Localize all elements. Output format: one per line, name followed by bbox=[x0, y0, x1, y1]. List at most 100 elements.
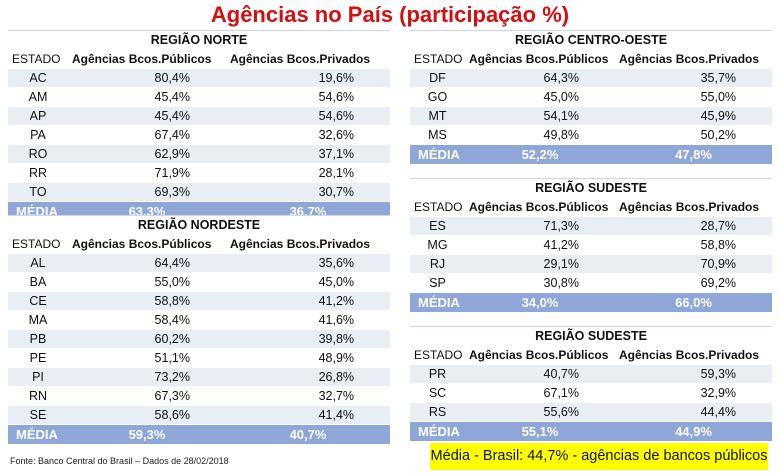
table-row: BA 55,0% 45,0% bbox=[8, 272, 391, 292]
table-row: MS 49,8% 50,2% bbox=[410, 125, 773, 145]
estado: MS bbox=[410, 125, 465, 145]
pct-privados: 39,8% bbox=[226, 329, 391, 349]
pct-publicos: 49,8% bbox=[465, 125, 615, 145]
pct-publicos: 73,2% bbox=[68, 367, 226, 387]
col-privados: Agências Bcos.Privados bbox=[230, 237, 371, 251]
region-header: REGIÃO NORDESTE bbox=[8, 215, 391, 235]
pct-privados: 70,9% bbox=[615, 254, 773, 274]
pct-publicos: 80,4% bbox=[68, 68, 226, 88]
col-publicos: Agências Bcos.Públicos bbox=[469, 348, 609, 362]
pct-privados: 59,3% bbox=[615, 364, 773, 384]
pct-privados: 44,4% bbox=[615, 402, 773, 422]
table-row: MA 58,4% 41,6% bbox=[8, 310, 391, 330]
pct-publicos: 45,0% bbox=[465, 87, 615, 107]
estado: PR bbox=[410, 364, 465, 384]
table-row: AP 45,4% 54,6% bbox=[8, 106, 391, 126]
pct-publicos: 58,6% bbox=[68, 405, 226, 425]
estado: DF bbox=[410, 68, 465, 88]
estado: SE bbox=[8, 405, 68, 425]
col-estado: ESTADO bbox=[12, 52, 61, 66]
pct-publicos: 71,9% bbox=[68, 163, 226, 183]
col-estado: ESTADO bbox=[414, 348, 463, 362]
table-row: RO 62,9% 37,1% bbox=[8, 144, 391, 164]
column-header-row: ESTADO Agências Bcos.Públicos Agências B… bbox=[8, 50, 390, 69]
col-publicos: Agências Bcos.Públicos bbox=[72, 52, 212, 66]
table-row: PA 67,4% 32,6% bbox=[8, 125, 391, 145]
table-row: AL 64,4% 35,6% bbox=[8, 253, 391, 273]
pct-privados: 35,6% bbox=[226, 253, 391, 273]
table-row: PB 60,2% 39,8% bbox=[8, 329, 391, 349]
average-publicos: 55,1% bbox=[465, 421, 615, 441]
column-header-row: ESTADO Agências Bcos.Públicos Agências B… bbox=[410, 198, 772, 217]
pct-privados: 28,1% bbox=[226, 163, 391, 183]
estado: MT bbox=[410, 106, 465, 126]
region-header: REGIÃO SUDESTE bbox=[410, 326, 773, 346]
pct-privados: 26,8% bbox=[226, 367, 391, 387]
average-privados: 40,7% bbox=[226, 424, 391, 444]
estado: GO bbox=[410, 87, 465, 107]
estado: AP bbox=[8, 106, 68, 126]
estado: AC bbox=[8, 68, 68, 88]
table-row: MG 41,2% 58,8% bbox=[410, 235, 773, 255]
table-row: SE 58,6% 41,4% bbox=[8, 405, 391, 425]
estado: PE bbox=[8, 348, 68, 368]
estado: PA bbox=[8, 125, 68, 145]
pct-publicos: 51,1% bbox=[68, 348, 226, 368]
estado: RO bbox=[8, 144, 68, 164]
region-header: REGIÃO NORTE bbox=[8, 30, 391, 50]
estado: SC bbox=[410, 383, 465, 403]
estado: RS bbox=[410, 402, 465, 422]
region-title: REGIÃO NORTE bbox=[8, 30, 391, 50]
column-header-row: ESTADO Agências Bcos.Públicos Agências B… bbox=[410, 346, 772, 365]
col-publicos: Agências Bcos.Públicos bbox=[469, 52, 609, 66]
table-row: TO 69,3% 30,7% bbox=[8, 182, 391, 202]
average-privados: 47,8% bbox=[615, 144, 773, 164]
average-publicos: 34,0% bbox=[465, 292, 615, 312]
estado: PI bbox=[8, 367, 68, 387]
pct-publicos: 40,7% bbox=[465, 364, 615, 384]
average-row: MÉDIA 55,1% 44,9% bbox=[410, 421, 773, 441]
pct-privados: 54,6% bbox=[226, 106, 391, 126]
column-header-row: ESTADO Agências Bcos.Públicos Agências B… bbox=[8, 235, 390, 254]
pct-publicos: 55,0% bbox=[68, 272, 226, 292]
average-label: MÉDIA bbox=[410, 292, 465, 312]
table-regiao-sudeste: REGIÃO SUDESTE ESTADO Agências Bcos.Públ… bbox=[410, 178, 773, 312]
pct-privados: 32,6% bbox=[226, 125, 391, 145]
table-row: MT 54,1% 45,9% bbox=[410, 106, 773, 126]
pct-publicos: 58,4% bbox=[68, 310, 226, 330]
column-header-row: ESTADO Agências Bcos.Públicos Agências B… bbox=[410, 50, 772, 69]
pct-publicos: 29,1% bbox=[465, 254, 615, 274]
estado: RJ bbox=[410, 254, 465, 274]
pct-publicos: 64,3% bbox=[465, 68, 615, 88]
pct-privados: 37,1% bbox=[226, 144, 391, 164]
average-row: MÉDIA 34,0% 66,0% bbox=[410, 292, 773, 312]
pct-privados: 35,7% bbox=[615, 68, 773, 88]
table-row: SC 67,1% 32,9% bbox=[410, 383, 773, 403]
col-publicos: Agências Bcos.Públicos bbox=[469, 200, 609, 214]
source-note: Fonte: Banco Central do Brasil – Dados d… bbox=[10, 456, 229, 466]
col-privados: Agências Bcos.Privados bbox=[619, 348, 760, 362]
table-row: RS 55,6% 44,4% bbox=[410, 402, 773, 422]
pct-privados: 41,2% bbox=[226, 291, 391, 311]
table-row: PE 51,1% 48,9% bbox=[8, 348, 391, 368]
table-row: PI 73,2% 26,8% bbox=[8, 367, 391, 387]
average-privados: 44,9% bbox=[615, 421, 773, 441]
region-title: REGIÃO SUDESTE bbox=[410, 326, 773, 346]
pct-privados: 28,7% bbox=[615, 216, 773, 236]
pct-publicos: 67,3% bbox=[68, 386, 226, 406]
pct-privados: 30,7% bbox=[226, 182, 391, 202]
region-header: REGIÃO SUDESTE bbox=[410, 178, 773, 198]
table-row: RR 71,9% 28,1% bbox=[8, 163, 391, 183]
pct-privados: 41,6% bbox=[226, 310, 391, 330]
table-row: ES 71,3% 28,7% bbox=[410, 216, 773, 236]
pct-publicos: 30,8% bbox=[465, 273, 615, 293]
col-publicos: Agências Bcos.Públicos bbox=[72, 237, 212, 251]
average-publicos: 52,2% bbox=[465, 144, 615, 164]
estado: MA bbox=[8, 310, 68, 330]
average-label: MÉDIA bbox=[8, 424, 68, 444]
pct-publicos: 45,4% bbox=[68, 87, 226, 107]
estado: ES bbox=[410, 216, 465, 236]
table-row: SP 30,8% 69,2% bbox=[410, 273, 773, 293]
pct-privados: 58,8% bbox=[615, 235, 773, 255]
col-privados: Agências Bcos.Privados bbox=[230, 52, 371, 66]
